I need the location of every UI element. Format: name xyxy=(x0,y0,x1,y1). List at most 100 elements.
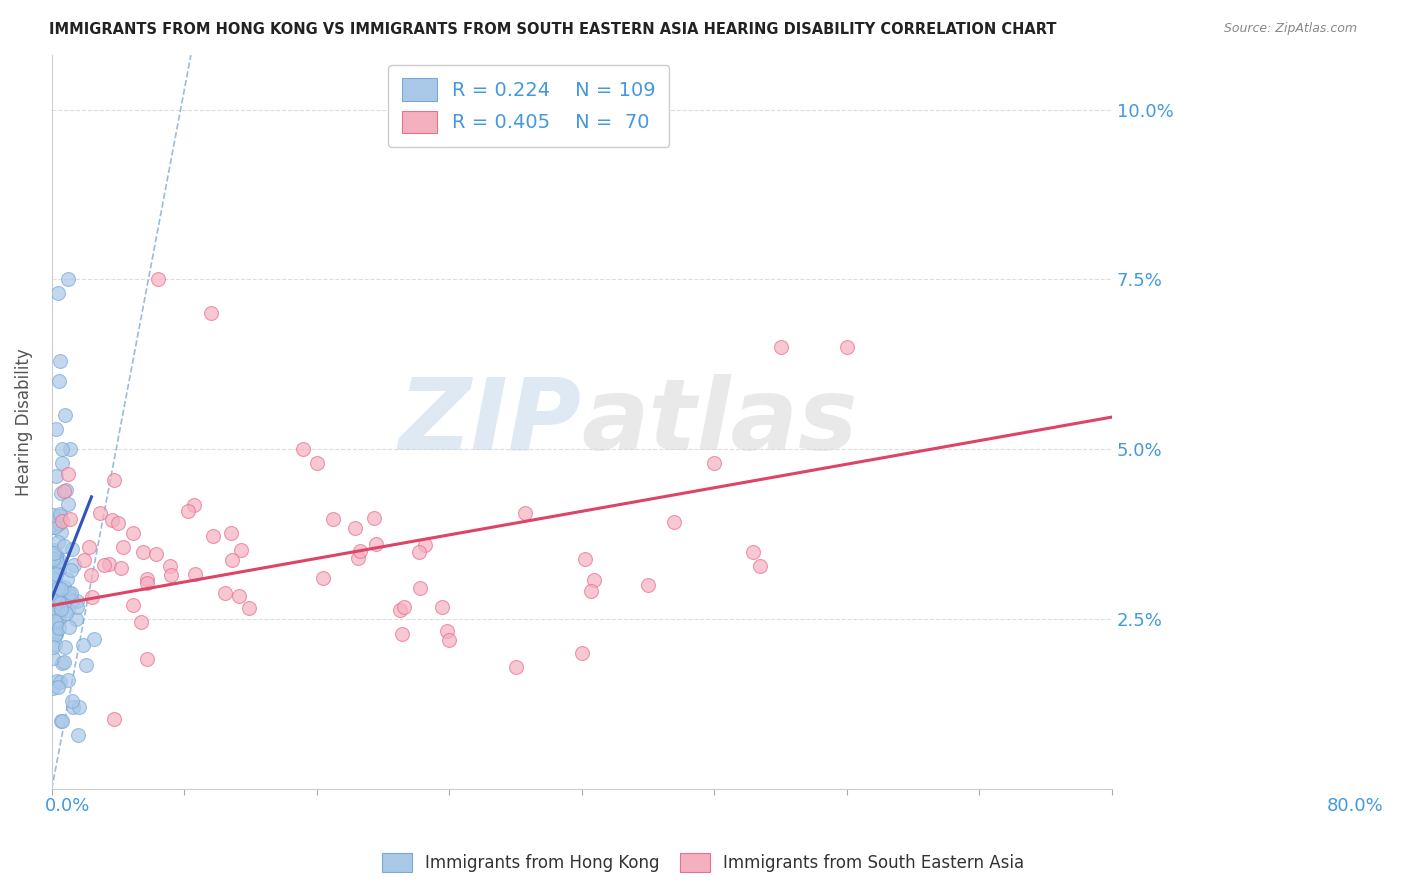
Point xyxy=(60,694,83,708)
Point xyxy=(65,612,87,626)
Point xyxy=(55,483,77,497)
Point xyxy=(48,374,70,388)
Point xyxy=(48,562,70,576)
Point xyxy=(60,541,83,556)
Point xyxy=(89,506,111,520)
Point xyxy=(742,544,765,558)
Point xyxy=(58,586,80,600)
Point xyxy=(80,568,103,582)
Point xyxy=(42,561,65,575)
Point xyxy=(48,613,70,627)
Point xyxy=(52,581,75,595)
Point xyxy=(45,591,67,605)
Point xyxy=(59,563,82,577)
Point xyxy=(579,584,602,599)
Point xyxy=(107,516,129,530)
Point xyxy=(45,558,67,573)
Point xyxy=(45,422,67,436)
Point xyxy=(122,599,145,613)
Point xyxy=(45,605,67,619)
Point xyxy=(42,681,65,696)
Point xyxy=(49,525,72,540)
Point xyxy=(44,520,66,534)
Point xyxy=(49,582,72,596)
Point xyxy=(73,553,96,567)
Point xyxy=(505,659,527,673)
Point xyxy=(75,657,97,672)
Point xyxy=(42,571,65,585)
Point xyxy=(53,409,76,423)
Point xyxy=(62,700,84,714)
Point xyxy=(55,606,77,620)
Point xyxy=(44,614,66,628)
Point xyxy=(42,593,65,607)
Point xyxy=(131,545,153,559)
Point xyxy=(146,272,169,286)
Point xyxy=(436,624,458,638)
Point xyxy=(51,714,73,728)
Point xyxy=(59,442,82,457)
Point xyxy=(749,558,772,573)
Point xyxy=(80,590,103,604)
Point xyxy=(103,473,125,487)
Point xyxy=(58,497,80,511)
Point xyxy=(432,599,454,614)
Point xyxy=(53,640,76,655)
Point xyxy=(56,673,79,688)
Legend: Immigrants from Hong Kong, Immigrants from South Eastern Asia: Immigrants from Hong Kong, Immigrants fr… xyxy=(374,845,1032,880)
Point xyxy=(201,529,224,543)
Point xyxy=(53,539,76,553)
Point xyxy=(44,637,66,651)
Point xyxy=(53,483,76,498)
Point xyxy=(42,591,65,605)
Point xyxy=(42,602,65,616)
Point xyxy=(364,536,387,550)
Point xyxy=(45,469,67,483)
Point xyxy=(571,646,593,660)
Text: atlas: atlas xyxy=(582,374,858,471)
Point xyxy=(48,354,70,368)
Point xyxy=(183,498,205,512)
Point xyxy=(637,578,659,592)
Text: 0.0%: 0.0% xyxy=(45,797,90,815)
Point xyxy=(42,577,65,591)
Point xyxy=(58,467,80,482)
Point xyxy=(515,506,537,520)
Point xyxy=(231,542,253,557)
Point xyxy=(42,565,65,579)
Point xyxy=(67,728,90,742)
Point xyxy=(46,551,69,566)
Point xyxy=(49,508,72,523)
Point xyxy=(44,563,66,577)
Point xyxy=(145,547,167,561)
Point xyxy=(49,674,72,689)
Point xyxy=(349,543,371,558)
Point xyxy=(769,340,792,354)
Point xyxy=(347,550,370,565)
Point xyxy=(42,519,65,533)
Point xyxy=(45,581,67,595)
Point xyxy=(136,652,159,666)
Point xyxy=(363,510,385,524)
Point xyxy=(48,516,70,530)
Point xyxy=(77,540,100,554)
Point xyxy=(42,516,65,531)
Point xyxy=(44,542,66,557)
Point xyxy=(42,598,65,612)
Point xyxy=(44,573,66,587)
Point xyxy=(72,638,94,652)
Point xyxy=(111,540,134,554)
Point xyxy=(42,650,65,665)
Point xyxy=(44,628,66,642)
Point xyxy=(53,655,76,669)
Point xyxy=(51,442,73,457)
Point xyxy=(221,553,243,567)
Point xyxy=(49,601,72,615)
Point xyxy=(122,525,145,540)
Point xyxy=(835,340,858,354)
Point xyxy=(408,544,430,558)
Point xyxy=(58,603,80,617)
Point xyxy=(46,674,69,689)
Point xyxy=(42,552,65,566)
Point xyxy=(44,574,66,588)
